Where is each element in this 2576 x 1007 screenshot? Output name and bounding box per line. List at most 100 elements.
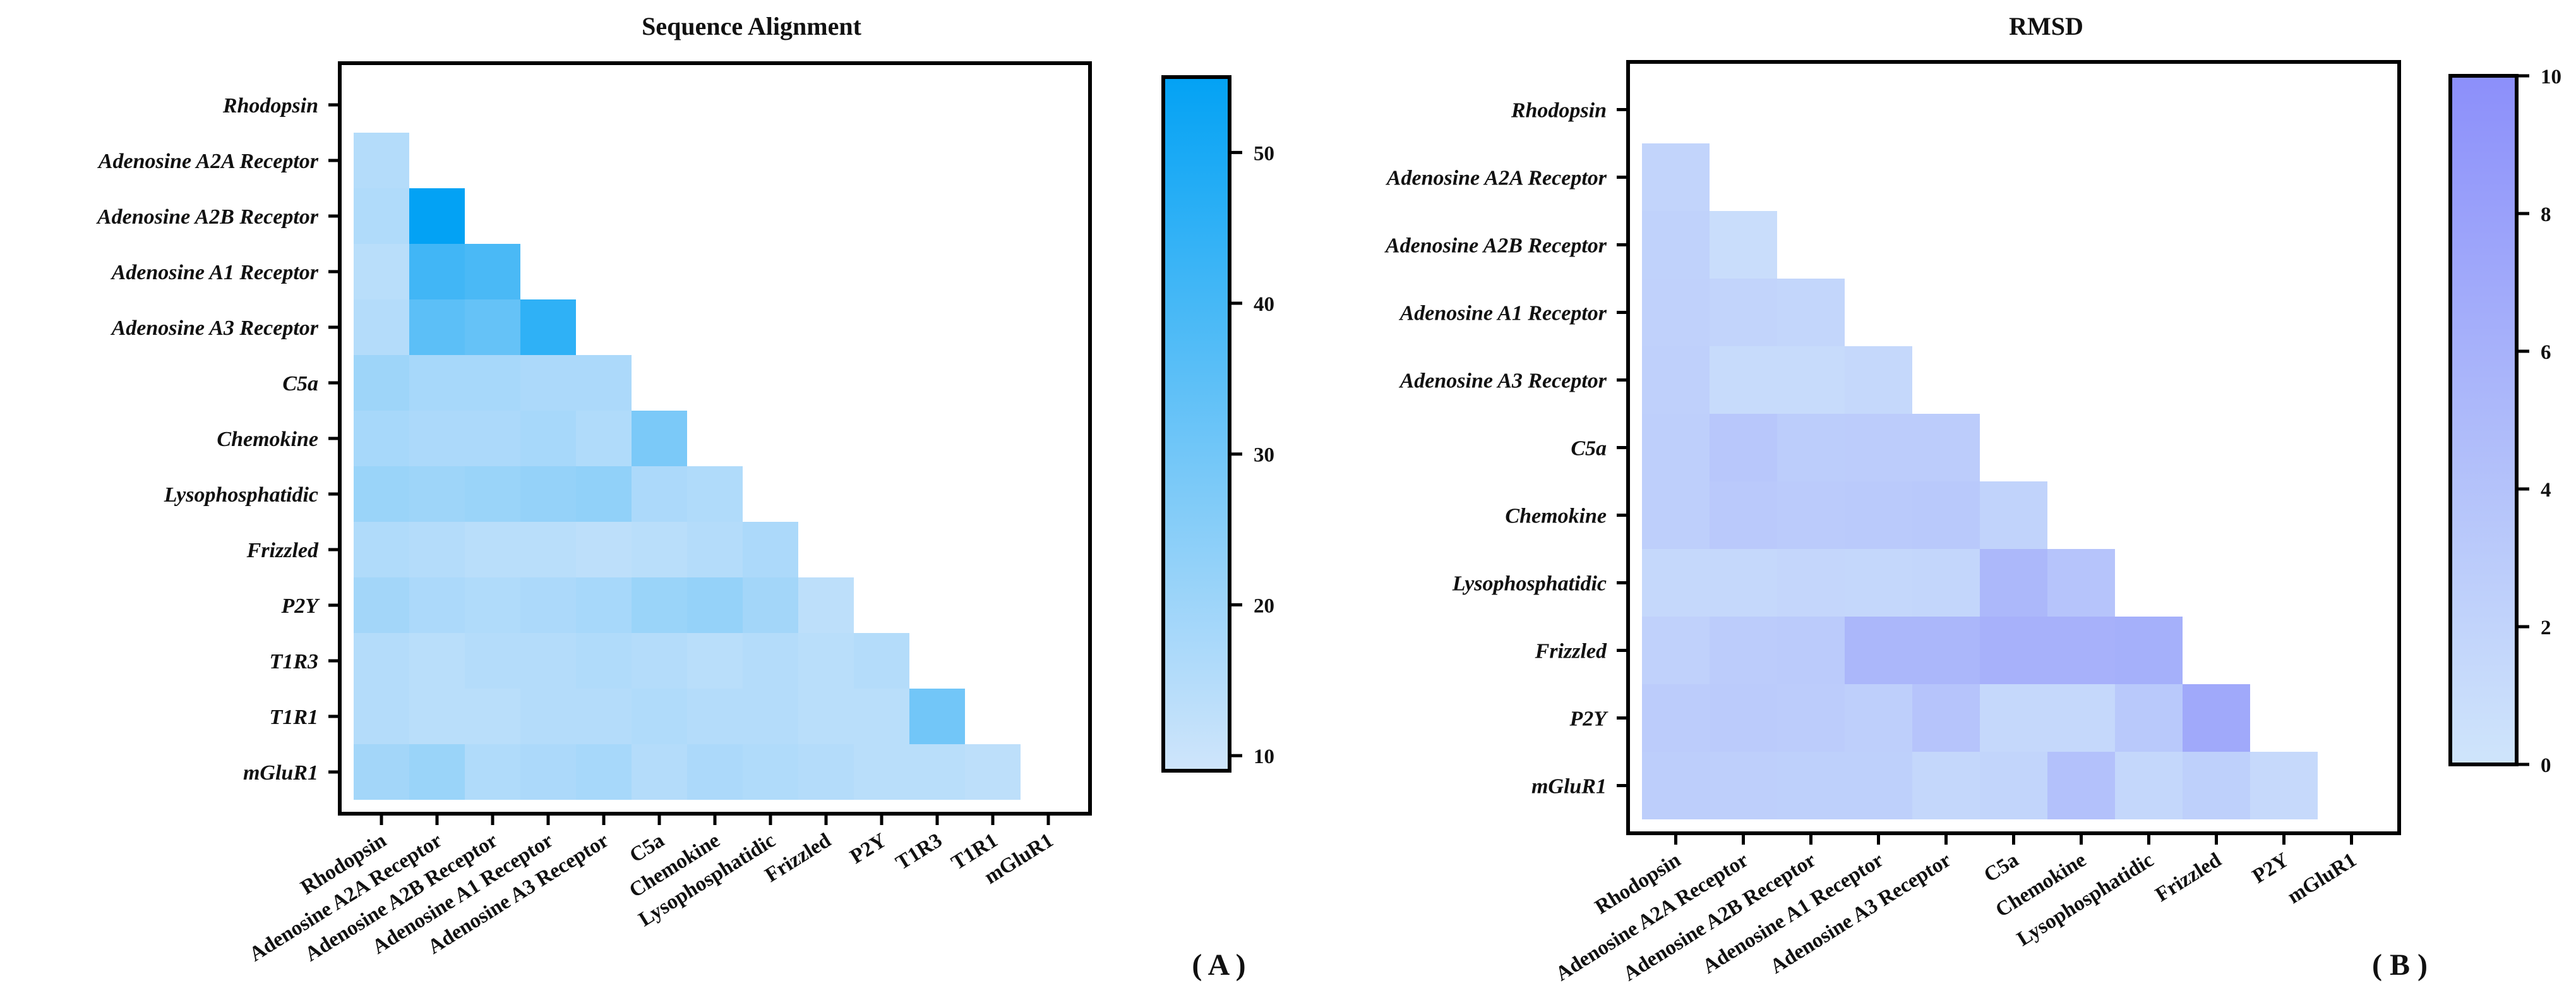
rmsd-cell-r7-c4 (1912, 549, 1980, 617)
seq-cell-r12-c3 (520, 744, 576, 800)
seq-cell-r4-c1 (409, 299, 465, 355)
rmsd-colorbar-label-5: 10 (2541, 66, 2561, 88)
seq-cell-r8-c0 (354, 522, 409, 577)
seq-row-label-7: Lysophosphatidic (164, 483, 318, 507)
rmsd-cell-r3-c0 (1642, 279, 1710, 346)
seq-cell-r11-c6 (687, 689, 743, 744)
seq-cell-r5-c4 (576, 355, 632, 411)
rmsd-col-label-10: mGluR1 (2284, 848, 2361, 908)
rmsd-col-label-9: P2Y (2248, 848, 2293, 888)
rmsd-row-label-0: Rhodopsin (1511, 99, 1607, 123)
rmsd-cell-r9-c7 (2115, 684, 2183, 752)
seq-cell-r8-c7 (743, 522, 798, 577)
seq-cell-r10-c0 (354, 633, 409, 689)
seq-cell-r12-c1 (409, 744, 465, 800)
seq-colorbar-label-4: 50 (1254, 142, 1274, 165)
seq-cell-r10-c8 (798, 633, 854, 689)
seq-row-label-11: T1R1 (270, 706, 318, 729)
seq-cell-r11-c9 (854, 689, 909, 744)
rmsd-col-label-8: Frizzled (2152, 848, 2226, 907)
seq-cell-r8-c6 (687, 522, 743, 577)
seq-cell-r9-c6 (687, 577, 743, 633)
rmsd-cell-r2-c0 (1642, 211, 1710, 279)
rmsd-cell-r5-c2 (1777, 414, 1845, 481)
seq-cell-r8-c4 (576, 522, 632, 577)
seq-cell-r6-c0 (354, 411, 409, 466)
seq-cell-r5-c3 (520, 355, 576, 411)
seq-cell-r8-c5 (632, 522, 687, 577)
seq-cell-r11-c4 (576, 689, 632, 744)
seq-cell-r9-c2 (465, 577, 520, 633)
seq-cell-r6-c4 (576, 411, 632, 466)
seq-cell-r5-c1 (409, 355, 465, 411)
seq-cell-r6-c3 (520, 411, 576, 466)
seq-cell-r12-c5 (632, 744, 687, 800)
rmsd-row-label-5: C5a (1571, 437, 1607, 461)
seq-cell-r6-c1 (409, 411, 465, 466)
seq-title: Sequence Alignment (642, 12, 861, 40)
seq-cell-r7-c0 (354, 466, 409, 522)
seq-cell-r7-c4 (576, 466, 632, 522)
seq-cell-r9-c5 (632, 577, 687, 633)
rmsd-cell-r3-c1 (1710, 279, 1777, 346)
seq-cell-r12-c4 (576, 744, 632, 800)
rmsd-cell-r10-c5 (1980, 752, 2047, 819)
seq-row-label-9: P2Y (280, 594, 320, 618)
rmsd-row-label-3: Adenosine A1 Receptor (1399, 302, 1607, 325)
seq-cell-r11-c2 (465, 689, 520, 744)
seq-cell-r4-c2 (465, 299, 520, 355)
rmsd-cell-r9-c0 (1642, 684, 1710, 752)
seq-cell-r2-c0 (354, 188, 409, 244)
rmsd-colorbar-label-4: 8 (2541, 203, 2551, 226)
rmsd-cell-r6-c3 (1845, 481, 1912, 549)
rmsd-cell-r4-c2 (1777, 346, 1845, 414)
seq-row-label-6: Chemokine (217, 428, 318, 451)
seq-cell-r7-c6 (687, 466, 743, 522)
seq-cell-r7-c5 (632, 466, 687, 522)
rmsd-row-label-2: Adenosine A2B Receptor (1384, 234, 1607, 258)
seq-cell-r12-c2 (465, 744, 520, 800)
rmsd-row-label-6: Chemokine (1505, 505, 1607, 528)
seq-cell-r8-c1 (409, 522, 465, 577)
rmsd-cell-r10-c9 (2250, 752, 2318, 819)
seq-cell-r10-c3 (520, 633, 576, 689)
rmsd-cell-r9-c1 (1710, 684, 1777, 752)
seq-cell-r10-c4 (576, 633, 632, 689)
rmsd-row-label-10: mGluR1 (1531, 775, 1607, 799)
seq-row-label-3: Adenosine A1 Receptor (111, 261, 319, 284)
seq-cell-r7-c3 (520, 466, 576, 522)
rmsd-cell-r5-c0 (1642, 414, 1710, 481)
rmsd-row-label-4: Adenosine A3 Receptor (1399, 370, 1607, 393)
rmsd-cell-r7-c6 (2047, 549, 2115, 617)
rmsd-cell-r7-c0 (1642, 549, 1710, 617)
seq-cell-r12-c9 (854, 744, 909, 800)
seq-colorbar-label-2: 30 (1254, 444, 1274, 467)
rmsd-title: RMSD (2009, 12, 2083, 40)
rmsd-cell-r1-c0 (1642, 143, 1710, 211)
rmsd-cell-r10-c3 (1845, 752, 1912, 819)
seq-col-label-9: P2Y (846, 829, 891, 869)
panel-b-label: ( B ) (2372, 948, 2428, 982)
rmsd-colorbar-label-0: 0 (2541, 754, 2551, 777)
rmsd-cell-r10-c0 (1642, 752, 1710, 819)
seq-cell-r12-c11 (965, 744, 1021, 800)
seq-cell-r12-c6 (687, 744, 743, 800)
seq-cell-r11-c1 (409, 689, 465, 744)
seq-colorbar (1161, 75, 1231, 773)
rmsd-cell-r9-c3 (1845, 684, 1912, 752)
rmsd-cell-r10-c4 (1912, 752, 1980, 819)
rmsd-row-label-1: Adenosine A2A Receptor (1386, 167, 1607, 190)
seq-colorbar-label-3: 40 (1254, 293, 1274, 316)
rmsd-cell-r8-c1 (1710, 617, 1777, 684)
seq-cell-r9-c8 (798, 577, 854, 633)
rmsd-cell-r6-c2 (1777, 481, 1845, 549)
rmsd-colorbar-label-3: 6 (2541, 341, 2551, 364)
seq-cell-r12-c7 (743, 744, 798, 800)
rmsd-cell-r10-c2 (1777, 752, 1845, 819)
rmsd-col-label-5: C5a (1980, 848, 2022, 887)
rmsd-cell-r9-c4 (1912, 684, 1980, 752)
rmsd-cell-r10-c6 (2047, 752, 2115, 819)
rmsd-cell-r8-c3 (1845, 617, 1912, 684)
rmsd-cell-r9-c5 (1980, 684, 2047, 752)
